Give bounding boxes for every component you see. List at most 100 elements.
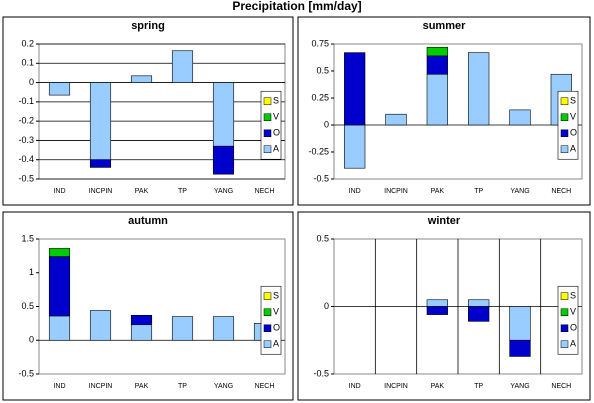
x-tick-label: INCPIN <box>384 188 408 195</box>
legend-swatch <box>263 145 272 153</box>
legend-swatch <box>560 324 569 332</box>
y-tick-label: 0.5 <box>316 65 329 75</box>
legend-label: S <box>273 291 279 301</box>
x-tick-label: YANG <box>510 383 529 390</box>
y-tick-label: -0.5 <box>18 173 34 183</box>
legend-box <box>260 90 282 160</box>
bar-segment <box>468 299 490 307</box>
y-tick-label: 0.2 <box>21 38 34 48</box>
legend-label: V <box>273 307 279 317</box>
y-tick-label: 0 <box>324 119 329 129</box>
legend-label: V <box>570 307 576 317</box>
bar-segment <box>344 124 366 169</box>
y-tick-label: 0 <box>29 335 34 345</box>
bar-segment <box>426 299 448 307</box>
x-tick-label: INCPIN <box>89 188 113 195</box>
bar-segment <box>468 306 490 322</box>
legend-swatch <box>263 340 272 348</box>
x-tick-label: INCPIN <box>89 383 113 390</box>
x-tick-label: YANG <box>214 383 233 390</box>
y-tick-label: 1.5 <box>21 233 34 243</box>
x-tick-label: TP <box>178 188 187 195</box>
x-tick-label: INCPIN <box>384 383 408 390</box>
panel-title: spring <box>131 20 165 32</box>
legend-swatch <box>263 97 272 105</box>
legend-swatch <box>560 292 569 300</box>
x-tick-label: PAK <box>431 383 445 390</box>
panel: autumn -0.5 0 0.5 1 1.5 IND INCPIN PAK TP YANG NECH… <box>2 211 294 401</box>
legend-swatch <box>560 340 569 348</box>
legend-box <box>557 285 579 355</box>
x-tick-label: TP <box>474 188 483 195</box>
legend-label: S <box>570 96 576 106</box>
bar-segment <box>426 46 448 57</box>
legend-label: A <box>273 339 279 349</box>
legend-label: A <box>570 144 576 154</box>
bar-segment <box>426 306 448 315</box>
legend-swatch <box>263 113 272 121</box>
bar-segment <box>212 145 235 175</box>
legend-label: O <box>273 323 280 333</box>
x-tick-label: IND <box>53 188 65 195</box>
plot-area <box>38 238 286 375</box>
y-tick-label: -0.5 <box>18 368 34 378</box>
bar-segment <box>130 75 153 83</box>
bar-segment <box>48 256 71 317</box>
x-tick-label: IND <box>53 383 65 390</box>
panel-title: autumn <box>128 215 168 227</box>
bar-segment <box>48 248 71 257</box>
x-tick-label: PAK <box>431 188 445 195</box>
legend-label: S <box>273 96 279 106</box>
x-tick-label: NECH <box>551 188 571 195</box>
y-tick-label: 0.5 <box>21 301 34 311</box>
bar-segment <box>509 109 531 126</box>
bar-segment <box>509 306 531 341</box>
bar-segment <box>130 314 153 326</box>
legend-label: V <box>273 112 279 122</box>
x-tick-label: NECH <box>255 188 275 195</box>
legend-label: O <box>570 128 577 138</box>
legend-box <box>557 90 579 160</box>
x-tick-label: TP <box>178 383 187 390</box>
y-tick-label: 1 <box>29 267 34 277</box>
y-tick-label: 0 <box>29 77 34 87</box>
y-tick-label: -0.5 <box>313 368 329 378</box>
legend-label: O <box>570 323 577 333</box>
bar-segment <box>212 82 235 147</box>
y-tick-label: 0.25 <box>311 92 329 102</box>
y-tick-label: 0.75 <box>311 38 329 48</box>
legend-swatch <box>560 113 569 121</box>
y-tick-label: -0.4 <box>18 154 34 164</box>
legend-label: V <box>570 112 576 122</box>
y-tick-label: 0.1 <box>21 58 34 68</box>
y-tick-label: 0.5 <box>316 233 329 243</box>
plot-area <box>333 43 583 180</box>
bar-segment <box>171 50 194 83</box>
bar-segment <box>385 113 407 126</box>
plot-area <box>38 43 286 180</box>
x-tick-label: TP <box>474 383 483 390</box>
legend-swatch <box>263 324 272 332</box>
y-tick-label: -0.1 <box>18 96 34 106</box>
bar-segment <box>89 159 112 168</box>
bar-segment <box>89 310 112 341</box>
legend-swatch <box>263 292 272 300</box>
x-tick-label: PAK <box>135 188 149 195</box>
legend-box <box>260 285 282 355</box>
legend-swatch <box>263 308 272 316</box>
x-tick-label: YANG <box>214 188 233 195</box>
bar-segment <box>171 316 194 341</box>
figure-title: Precipitation [mm/day] <box>232 0 361 13</box>
x-tick-label: YANG <box>510 188 529 195</box>
y-tick-label: -0.3 <box>18 135 34 145</box>
bar-segment <box>468 52 490 126</box>
bar-segment <box>130 324 153 341</box>
panel: summer -0.5 -0.25 0 0.25 0.5 0.75 IND INCPIN PAK T… <box>297 16 591 206</box>
legend-swatch <box>560 129 569 137</box>
y-tick-label: -0.2 <box>18 116 34 126</box>
x-tick-label: NECH <box>255 383 275 390</box>
bar-segment <box>212 316 235 341</box>
legend-swatch <box>560 145 569 153</box>
